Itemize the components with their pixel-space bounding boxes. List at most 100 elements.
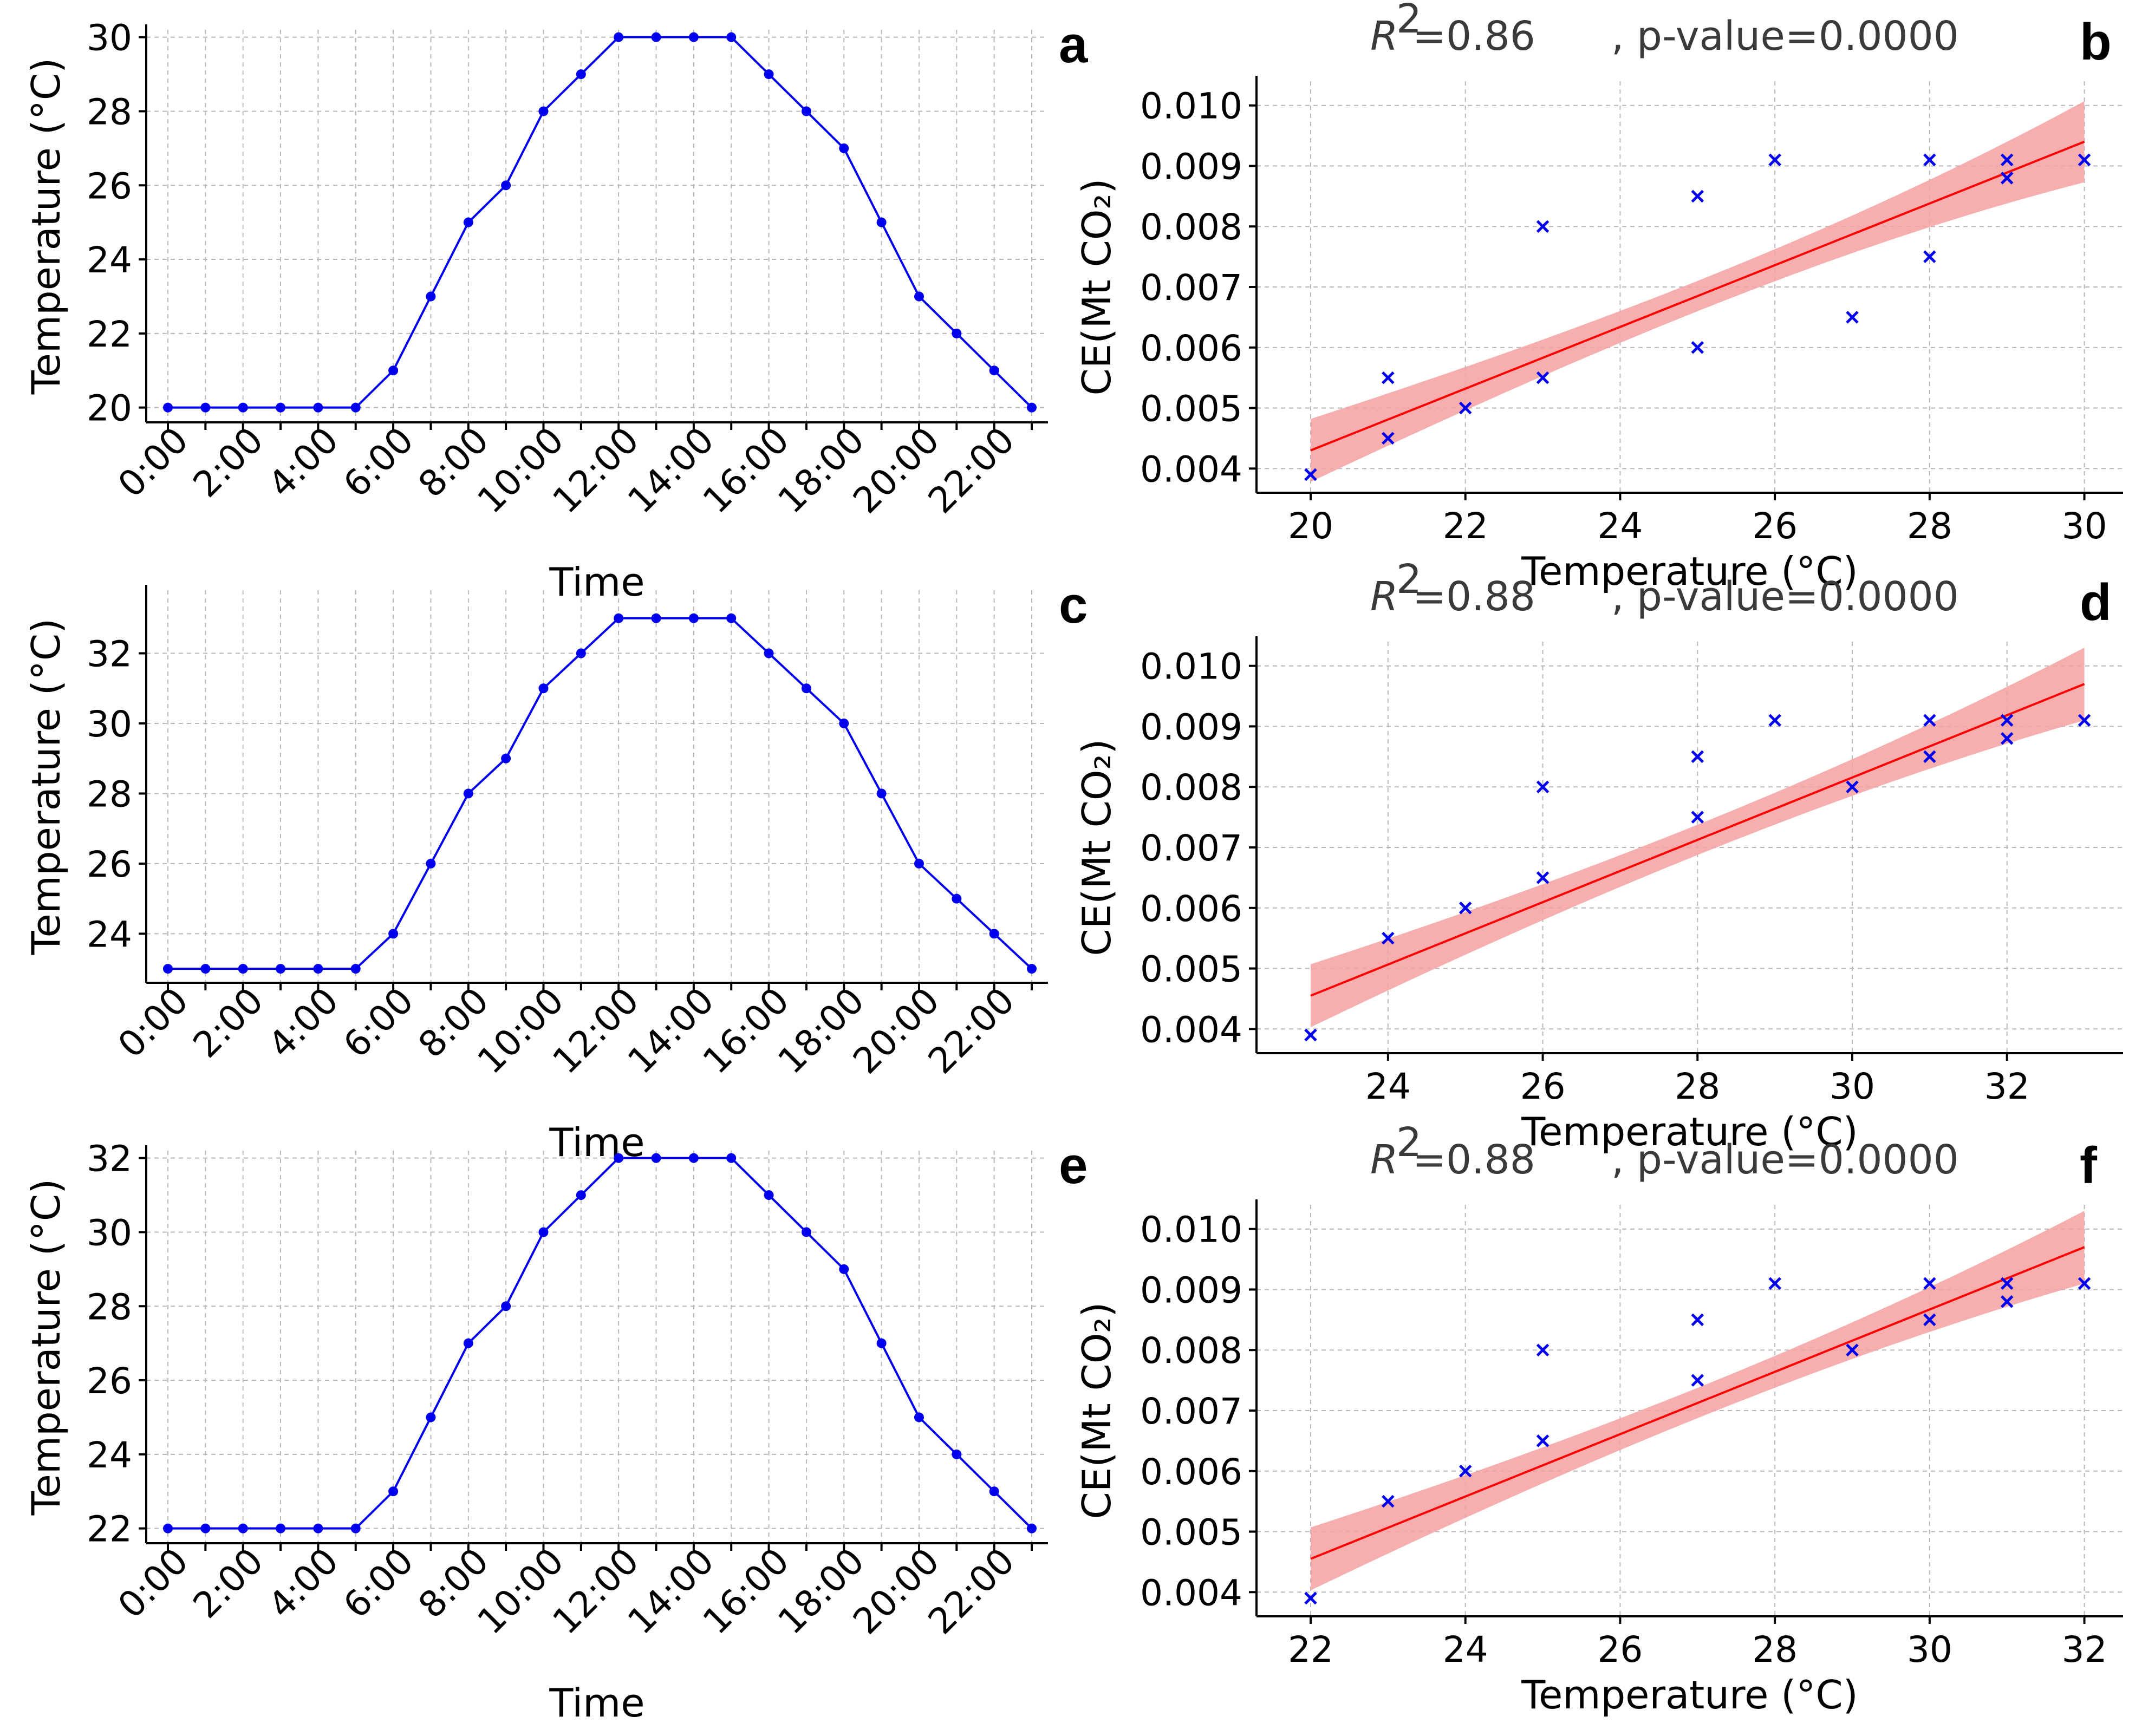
temperature-point: [388, 1486, 399, 1497]
temperature-point: [651, 1153, 661, 1163]
panel-d: 24 26 28 30 32 0.004 0.005 0.006 0.007 0.008 0.009…: [1074, 556, 2123, 1154]
panel-a: 0:002:004:006:008:0010:0012:0014:0016:00…: [23, 16, 1088, 605]
x-tick-label: 14:00: [620, 980, 722, 1082]
temperature-point: [801, 683, 811, 694]
data-point-stroke: [1768, 1277, 1781, 1290]
r-squared-symbol: R: [1370, 13, 1398, 60]
data-point: [2000, 172, 2014, 185]
x-tick-label: 28: [1907, 505, 1952, 547]
y-tick-label: 32: [87, 1138, 132, 1180]
data-point: [1768, 714, 1781, 727]
data-point: [1536, 1343, 1549, 1357]
temperature-point: [952, 893, 962, 904]
panel-letter: e: [1059, 1137, 1088, 1195]
temperature-point: [350, 1523, 361, 1533]
data-point-stroke: [1691, 811, 1704, 824]
x-tick-label: 16:00: [695, 980, 797, 1082]
data-point-stroke: [2078, 1277, 2091, 1290]
y-tick-label: 0.005: [1140, 949, 1242, 990]
temperature-point: [388, 929, 399, 939]
temperature-point: [238, 402, 248, 413]
x-tick-label: 20:00: [845, 419, 947, 521]
data-point: [1923, 250, 1936, 263]
data-point: [1768, 1277, 1781, 1290]
temperature-point: [726, 613, 737, 623]
x-axis-label: Temperature (°C): [1521, 1109, 1858, 1154]
temperature-point: [614, 1153, 624, 1163]
panel-letter: b: [2080, 13, 2112, 71]
y-tick-label: 0.004: [1140, 448, 1242, 490]
confidence-band: [1311, 101, 2085, 482]
x-tick-label: 16:00: [695, 1540, 797, 1642]
x-tick-label: 20:00: [845, 1540, 947, 1642]
x-tick-label: 18:00: [770, 980, 873, 1082]
p-value-text: , p-value=0.0000: [1611, 1137, 1959, 1183]
y-tick-label: 32: [87, 634, 132, 675]
x-tick-label: 30: [1907, 1629, 1952, 1670]
temperature-point: [1027, 964, 1037, 974]
panel-letter: c: [1059, 576, 1088, 634]
temperature-point: [801, 106, 811, 116]
x-tick-label: 2:00: [185, 1540, 271, 1626]
data-point: [1846, 780, 1859, 794]
x-tick-label: 18:00: [770, 1540, 873, 1642]
x-tick-label: 6:00: [335, 980, 421, 1066]
data-point-stroke: [1691, 341, 1704, 354]
temperature-point: [163, 1523, 173, 1533]
y-tick-label: 22: [87, 314, 132, 355]
y-axis-label: Temperature (°C): [23, 618, 69, 955]
data-point-stroke: [1536, 780, 1549, 794]
x-tick-label: 12:00: [545, 980, 647, 1082]
x-tick-label: 12:00: [545, 419, 647, 521]
temperature-point: [276, 402, 286, 413]
y-tick-label: 0.010: [1140, 86, 1242, 127]
temperature-point: [764, 648, 774, 658]
x-tick-label: 20: [1288, 505, 1333, 547]
temperature-point: [426, 858, 436, 869]
x-tick-label: 24: [1365, 1066, 1411, 1107]
x-tick-label: 18:00: [770, 419, 873, 521]
x-axis-label: Time: [549, 559, 644, 605]
panel-e: 0:002:004:006:008:0010:0012:0014:0016:00…: [23, 1137, 1088, 1726]
panel-f: 22 24 26 28 30 32 0.004 0.005 0.006 0.007 0.008 0.0…: [1074, 1119, 2123, 1718]
x-tick-label: 22:00: [920, 419, 1023, 521]
y-tick-label: 26: [87, 844, 132, 885]
x-tick-label: 12:00: [545, 1540, 647, 1642]
x-tick-label: 28: [1675, 1066, 1720, 1107]
x-tick-label: 22:00: [920, 1540, 1023, 1642]
r-squared-value: =0.88: [1412, 573, 1535, 620]
temperature-point: [313, 964, 323, 974]
temperature-point: [989, 366, 999, 376]
data-point: [1691, 811, 1704, 824]
panel-b: 20 22 24 26 28 30 0.004 0.005 0.006 0.007 0.008 0.0…: [1074, 0, 2123, 594]
x-tick-label: 4:00: [260, 1540, 346, 1626]
data-point-stroke: [2000, 1277, 2014, 1290]
data-point-stroke: [1536, 1343, 1549, 1357]
data-point-stroke: [1846, 780, 1859, 794]
x-axis-label: Temperature (°C): [1521, 1672, 1858, 1718]
data-point-stroke: [1923, 250, 1936, 263]
x-tick-label: 0:00: [110, 980, 196, 1066]
x-tick-label: 22:00: [920, 980, 1023, 1082]
temperature-point: [952, 328, 962, 338]
x-tick-label: 22: [1443, 505, 1488, 547]
data-point: [1536, 871, 1549, 884]
x-axis-label: Time: [549, 1680, 644, 1726]
data-point: [2000, 153, 2014, 167]
data-point: [1923, 714, 1936, 727]
x-tick-label: 20:00: [845, 980, 947, 1082]
data-point-stroke: [2000, 732, 2014, 745]
temperature-point: [276, 964, 286, 974]
x-tick-label: 10:00: [470, 1540, 572, 1642]
temperature-point: [426, 1412, 436, 1422]
regression-line: [1310, 1246, 2085, 1560]
temperature-point: [914, 291, 924, 302]
x-tick-label: 4:00: [260, 980, 346, 1066]
temperature-point: [726, 32, 737, 42]
y-tick-label: 28: [87, 773, 132, 815]
temperature-point: [576, 1190, 586, 1200]
data-point-stroke: [2000, 153, 2014, 167]
temperature-point: [238, 1523, 248, 1533]
data-point-stroke: [2000, 1295, 2014, 1308]
